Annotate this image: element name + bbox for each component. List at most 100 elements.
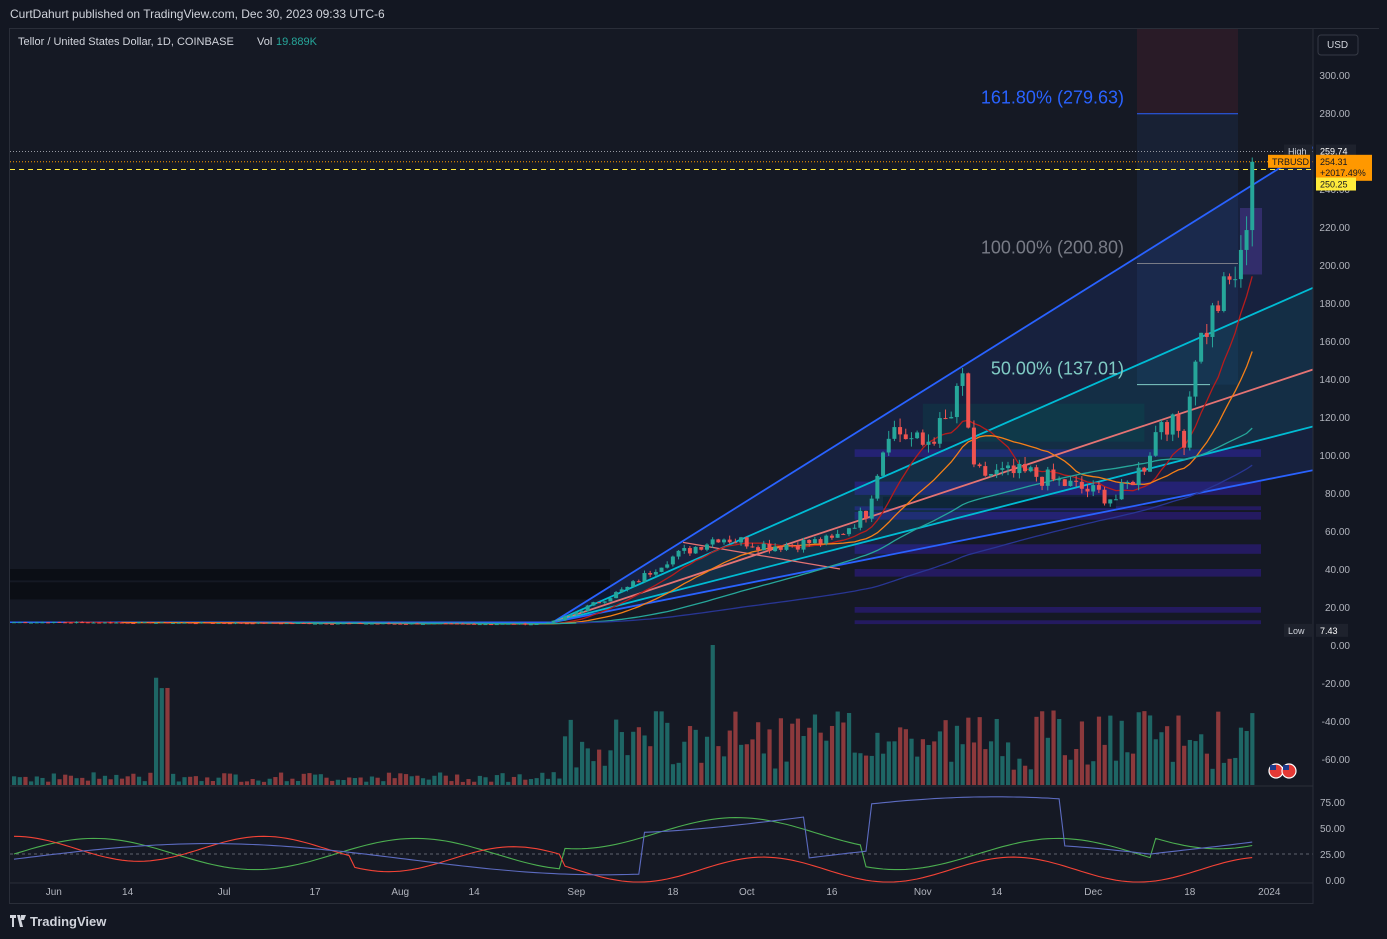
currency-label[interactable]: USD: [1327, 40, 1348, 51]
candle-body: [693, 546, 698, 554]
volume-bar: [34, 776, 39, 785]
candle-body: [369, 623, 374, 625]
candle-body: [653, 571, 658, 575]
osc-tick-label: 75.00: [1320, 798, 1345, 809]
volume-bar: [1028, 769, 1033, 785]
candle-body: [960, 373, 965, 386]
candle-body: [29, 622, 34, 624]
candle-body: [756, 547, 761, 551]
candle-body: [290, 623, 295, 625]
price-tick-label: -40.00: [1322, 717, 1351, 728]
candle-body: [1028, 467, 1033, 472]
candle-body: [954, 385, 959, 418]
candle-body: [17, 622, 22, 624]
volume-bar: [449, 781, 454, 785]
candle-body: [528, 624, 533, 626]
volume-bar: [1091, 761, 1096, 785]
volume-bar: [932, 741, 937, 785]
volume-bar: [318, 774, 323, 785]
axis-layer: 300.00280.00260.00240.00220.00200.00180.…: [10, 29, 1379, 904]
zones-layer: [10, 29, 1262, 625]
volume-bar: [869, 755, 874, 785]
volume-bar: [750, 739, 755, 785]
candle-body: [489, 624, 494, 626]
volume-bar: [1000, 756, 1005, 785]
last-price-tag: 254.31: [1320, 157, 1348, 167]
candle-body: [1113, 499, 1118, 501]
volume-bar: [568, 719, 573, 785]
price-tick-label: 20.00: [1325, 603, 1350, 614]
candle-body: [381, 623, 386, 625]
volume-bar: [159, 688, 164, 785]
price-tick-label: 100.00: [1319, 451, 1350, 462]
volume-bar: [273, 777, 278, 785]
volume-bar: [511, 776, 517, 785]
candle-body: [1023, 463, 1028, 472]
volume-bar: [256, 780, 261, 785]
candle-body: [1221, 276, 1226, 311]
price-tick-label: 200.00: [1319, 261, 1350, 272]
volume-bar: [1102, 744, 1107, 785]
volume-bar: [369, 776, 375, 785]
fib-label: 100.00% (200.80): [981, 237, 1124, 257]
volume-bar: [352, 778, 357, 785]
volume-bar: [597, 749, 602, 785]
candle-body: [244, 623, 249, 625]
candle-body: [761, 543, 766, 551]
volume-bar: [591, 761, 596, 785]
price-tick-label: 300.00: [1319, 71, 1350, 82]
candle-body: [1062, 479, 1067, 486]
candle-body: [34, 622, 39, 624]
candle-body: [562, 616, 567, 621]
volume-bar: [199, 781, 204, 785]
candle-body: [216, 622, 221, 624]
candle-body: [1057, 479, 1062, 481]
candle-body: [392, 623, 397, 625]
candle-body: [1096, 485, 1101, 490]
volume-bar: [659, 711, 664, 785]
zone-box: [854, 569, 1261, 577]
volume-bar: [335, 779, 340, 785]
osc-adx-line: [13, 796, 1253, 876]
price-tick-label: -20.00: [1322, 679, 1351, 690]
volume-bar: [733, 711, 738, 785]
candle-body: [898, 427, 903, 435]
labels-layer: Tellor / United States Dollar, 1D, COINB…: [18, 36, 1348, 51]
vol-label: Vol: [257, 36, 272, 48]
candle-body: [812, 539, 817, 544]
candle-body: [1216, 305, 1221, 311]
candle-body: [636, 581, 641, 583]
candle-body: [176, 622, 181, 624]
candle-body: [1250, 161, 1255, 231]
candle-body: [1233, 279, 1238, 281]
volume-bar: [920, 739, 925, 785]
zone-box: [854, 544, 1261, 554]
candle-body: [1091, 485, 1096, 492]
candle-body: [136, 622, 141, 624]
candle-body: [625, 586, 630, 590]
candle-body: [1199, 332, 1204, 362]
tradingview-logo-icon: [10, 915, 26, 927]
candle-body: [182, 622, 187, 624]
volume-bar: [46, 781, 51, 785]
fan-line: [552, 368, 1313, 624]
candle-body: [869, 498, 874, 519]
candle-body: [57, 621, 62, 623]
volume-bar: [1108, 715, 1113, 785]
candle-body: [347, 623, 352, 625]
volume-bar: [154, 677, 159, 785]
volume-bar: [222, 773, 227, 785]
candle-body: [494, 624, 499, 626]
candle-body: [1125, 481, 1130, 483]
volume-bar: [1023, 765, 1028, 785]
volume-bar: [807, 727, 812, 785]
candle-body: [432, 623, 437, 625]
candle-body: [1238, 249, 1243, 280]
volume-bar: [97, 778, 102, 785]
tradingview-brand[interactable]: TradingView: [10, 914, 106, 929]
candle-body: [568, 614, 573, 617]
volume-bar: [1176, 715, 1181, 785]
volume-bar: [614, 719, 619, 785]
volume-bar: [284, 781, 289, 785]
